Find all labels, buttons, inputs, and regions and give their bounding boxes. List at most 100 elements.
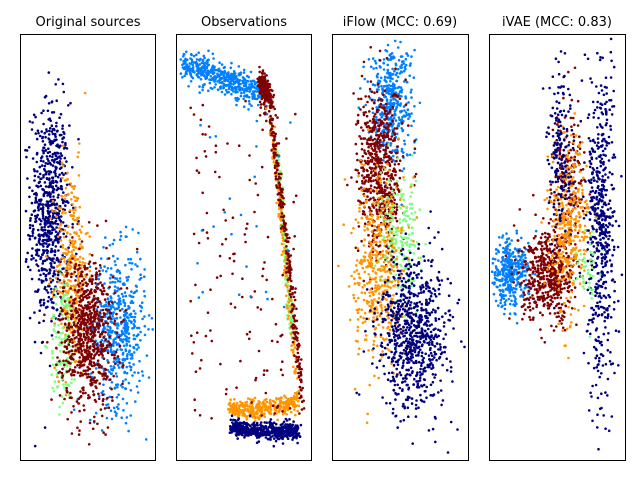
scatter-point-original-sources [70, 373, 73, 376]
scatter-point-observations [237, 144, 241, 147]
scatter-point-original-sources [75, 309, 79, 313]
scatter-point-observations [257, 408, 261, 411]
scatter-point-original-sources [62, 286, 66, 289]
scatter-point-observations [225, 88, 228, 92]
scatter-point-original-sources [51, 214, 55, 218]
scatter-point-observations [199, 123, 202, 127]
scatter-point-original-sources [109, 344, 113, 347]
scatter-point-observations [208, 81, 212, 85]
scatter-point-original-sources [106, 403, 110, 406]
scatter-point-observations [263, 261, 266, 264]
scatter-point-original-sources [54, 172, 57, 175]
scatter-point-original-sources [47, 170, 50, 173]
scatter-point-original-sources [50, 373, 53, 377]
scatter-point-original-sources [71, 331, 75, 334]
scatter-point-original-sources [84, 322, 88, 325]
scatter-point-observations [182, 67, 186, 71]
scatter-point-observations [242, 403, 245, 407]
scatter-point-original-sources [35, 153, 39, 156]
scatter-point-original-sources [83, 372, 87, 376]
scatter-point-observations [282, 219, 285, 222]
scatter-point-original-sources [115, 405, 119, 409]
scatter-point-observations [235, 410, 238, 414]
scatter-point-observations [274, 114, 278, 117]
scatter-point-observations [300, 367, 303, 371]
scatter-point-original-sources [28, 223, 32, 227]
scatter-point-original-sources [97, 282, 100, 286]
scatter-point-observations [288, 277, 292, 280]
scatter-point-original-sources [69, 362, 72, 365]
scatter-point-original-sources [62, 350, 66, 354]
scatter-point-original-sources [94, 367, 98, 370]
scatter-point-original-sources [53, 366, 56, 370]
scatter-point-observations [197, 296, 201, 299]
scatter-point-original-sources [91, 390, 95, 393]
scatter-point-observations [289, 254, 293, 257]
scatter-point-original-sources [89, 292, 92, 295]
scatter-point-original-sources [62, 383, 65, 386]
scatter-point-original-sources [59, 295, 62, 299]
scatter-point-original-sources [99, 408, 103, 411]
scatter-point-original-sources [129, 365, 133, 369]
scatter-point-observations [258, 65, 261, 69]
scatter-point-original-sources [101, 393, 105, 397]
scatter-point-original-sources [112, 238, 116, 242]
scatter-point-original-sources [114, 414, 118, 417]
scatter-point-observations [192, 341, 196, 344]
scatter-point-original-sources [71, 243, 75, 246]
scatter-point-original-sources [70, 275, 73, 279]
scatter-point-observations [276, 116, 279, 119]
scatter-point-observations [198, 414, 202, 417]
scatter-point-observations [255, 119, 259, 123]
scatter-point-original-sources [55, 202, 59, 206]
scatter-point-original-sources [67, 369, 70, 373]
scatter-point-original-sources [47, 235, 51, 238]
scatter-point-original-sources [44, 273, 48, 277]
scatter-point-original-sources [56, 175, 60, 179]
scatter-point-original-sources [114, 341, 118, 344]
scatter-point-observations [205, 211, 209, 215]
scatter-point-original-sources [57, 317, 60, 321]
scatter-point-observations [295, 319, 299, 323]
scatter-point-original-sources [113, 300, 117, 304]
scatter-point-observations [257, 349, 261, 353]
scatter-point-original-sources [39, 242, 42, 246]
scatter-point-original-sources [70, 349, 74, 353]
scatter-point-original-sources [32, 256, 35, 260]
scatter-point-original-sources [58, 413, 61, 416]
scatter-point-observations [190, 53, 193, 57]
scatter-point-observations [246, 222, 249, 226]
scatter-point-original-sources [73, 352, 76, 356]
scatter-point-observations [241, 295, 244, 299]
scatter-point-observations [276, 168, 279, 172]
scatter-point-original-sources [113, 285, 117, 288]
scatter-point-observations [275, 398, 278, 401]
scatter-point-original-sources [78, 308, 81, 311]
scatter-point-original-sources [75, 300, 79, 303]
scatter-point-original-sources [62, 136, 66, 139]
scatter-point-observations [191, 352, 194, 355]
scatter-point-original-sources [89, 382, 92, 386]
scatter-point-original-sources [144, 438, 148, 441]
scatter-point-original-sources [121, 353, 125, 356]
scatter-point-observations [236, 437, 239, 440]
scatter-point-original-sources [45, 204, 48, 207]
scatter-point-original-sources [103, 298, 107, 301]
scatter-point-original-sources [49, 262, 53, 266]
scatter-point-observations [237, 73, 241, 77]
scatter-point-observations [228, 408, 231, 412]
scatter-point-original-sources [56, 196, 60, 199]
scatter-point-original-sources [92, 294, 96, 298]
scatter-point-original-sources [58, 167, 62, 170]
scatter-point-original-sources [61, 144, 65, 147]
scatter-point-observations [255, 87, 258, 90]
scatter-point-observations [284, 430, 287, 434]
scatter-point-original-sources [60, 341, 63, 344]
scatter-point-observations [296, 409, 300, 413]
scatter-point-iflow-mcc-0-69 [366, 80, 370, 83]
scatter-point-original-sources [147, 328, 150, 331]
scatter-point-original-sources [113, 386, 117, 390]
scatter-point-original-sources [59, 152, 62, 155]
scatter-point-original-sources [89, 378, 93, 382]
scatter-point-original-sources [40, 111, 43, 115]
